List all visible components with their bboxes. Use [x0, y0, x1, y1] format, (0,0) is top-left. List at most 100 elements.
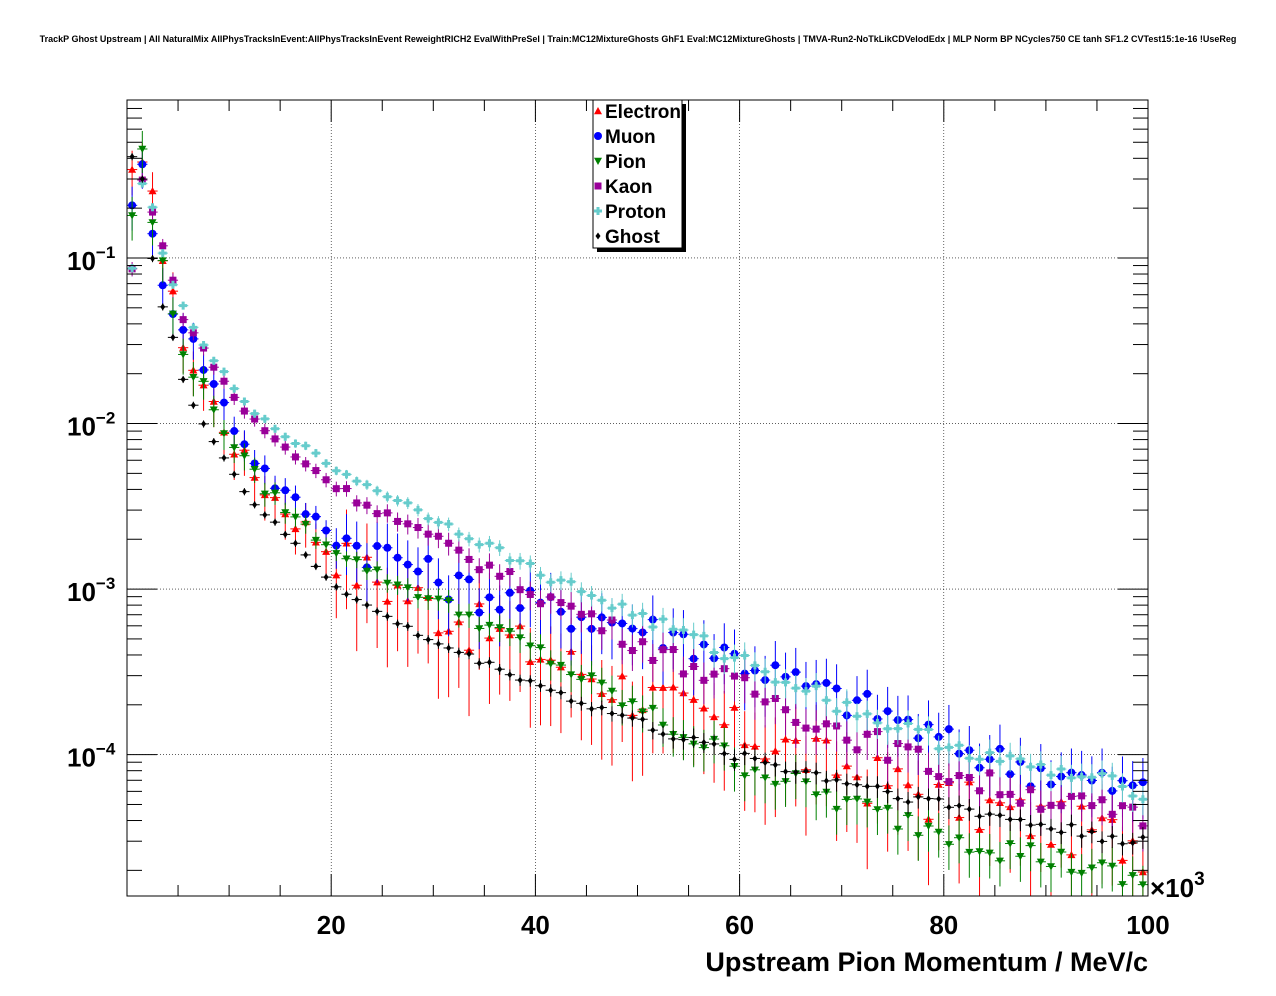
data-point: [577, 676, 586, 684]
data-point: [639, 638, 647, 646]
data-point: [240, 452, 249, 460]
data-point: [538, 682, 544, 690]
data-point: [791, 684, 800, 693]
data-point: [179, 316, 187, 324]
data-point: [598, 627, 606, 635]
data-point: [578, 699, 584, 707]
data-point: [863, 709, 872, 718]
data-point: [771, 780, 780, 789]
data-point: [924, 822, 933, 831]
data-point: [271, 424, 280, 433]
data-point: [567, 602, 575, 610]
data-point: [618, 640, 626, 648]
data-point: [1037, 805, 1045, 813]
data-point: [863, 689, 872, 698]
data-point: [373, 542, 382, 551]
data-point: [986, 769, 994, 777]
data-point: [160, 303, 166, 311]
data-point: [301, 441, 310, 450]
data-point: [291, 453, 299, 461]
data-point: [823, 777, 829, 785]
data-point: [1118, 782, 1127, 791]
data-point: [291, 493, 300, 502]
data-point: [985, 748, 994, 757]
data-point: [832, 707, 841, 716]
data-point: [1006, 770, 1015, 779]
data-point: [588, 610, 596, 618]
data-point: [546, 578, 555, 587]
data-point: [240, 397, 249, 406]
data-point: [209, 406, 218, 414]
data-point: [1047, 771, 1056, 780]
data-point: [659, 721, 668, 729]
data-point: [424, 554, 433, 563]
data-point: [168, 280, 177, 289]
data-point: [965, 754, 974, 763]
data-point: [413, 594, 422, 602]
data-point: [996, 791, 1004, 799]
data-point: [516, 634, 525, 642]
data-point: [832, 684, 841, 693]
data-point: [730, 672, 738, 680]
data-point: [505, 627, 514, 636]
data-point: [618, 619, 627, 628]
data-point: [260, 490, 269, 498]
legend-entry-kaon: Kaon: [594, 177, 653, 198]
data-points: [127, 130, 1148, 896]
data-point: [536, 571, 545, 580]
data-point: [649, 656, 657, 664]
data-point: [659, 646, 667, 654]
data-point: [977, 812, 983, 820]
x-tick-label: 60: [725, 910, 754, 940]
data-point: [802, 724, 810, 732]
data-point: [342, 534, 351, 543]
data-point: [761, 698, 769, 706]
data-point: [597, 679, 606, 687]
data-point: [987, 810, 993, 818]
data-point: [558, 689, 564, 697]
legend-entry-muon: Muon: [594, 127, 656, 148]
data-point: [454, 571, 463, 580]
legend-label: Kaon: [605, 177, 653, 198]
data-point: [547, 593, 555, 601]
data-point: [344, 590, 350, 598]
data-point: [404, 520, 412, 528]
data-point: [842, 698, 851, 707]
data-point: [312, 467, 320, 475]
data-point: [1118, 856, 1127, 864]
data-point: [281, 509, 290, 517]
data-point: [465, 611, 474, 619]
data-point: [782, 706, 790, 714]
legend-label: Ghost: [605, 227, 661, 248]
data-point: [934, 828, 943, 836]
data-point: [924, 725, 933, 734]
data-point: [219, 398, 228, 407]
data-point: [281, 486, 290, 495]
data-point: [1108, 771, 1117, 780]
data-point: [495, 605, 504, 614]
data-point: [148, 203, 157, 212]
data-point: [985, 849, 994, 857]
data-point: [680, 736, 686, 744]
data-point: [710, 712, 719, 721]
data-point: [955, 741, 964, 750]
data-point: [282, 530, 288, 538]
data-point: [415, 631, 421, 639]
data-point: [302, 460, 310, 468]
data-point: [446, 644, 452, 652]
data-point: [607, 687, 616, 695]
data-point: [342, 555, 351, 563]
data-point: [497, 665, 503, 673]
data-point: [505, 556, 514, 565]
data-point: [158, 281, 167, 290]
data-point: [1006, 751, 1015, 760]
data-point: [618, 672, 627, 680]
data-point: [260, 464, 269, 473]
data-point: [781, 678, 790, 687]
data-point: [395, 620, 401, 628]
data-point: [1006, 840, 1015, 848]
legend-entry-proton: Proton: [594, 202, 666, 223]
data-point: [332, 485, 340, 493]
data-point: [466, 650, 472, 658]
data-point: [220, 377, 228, 385]
